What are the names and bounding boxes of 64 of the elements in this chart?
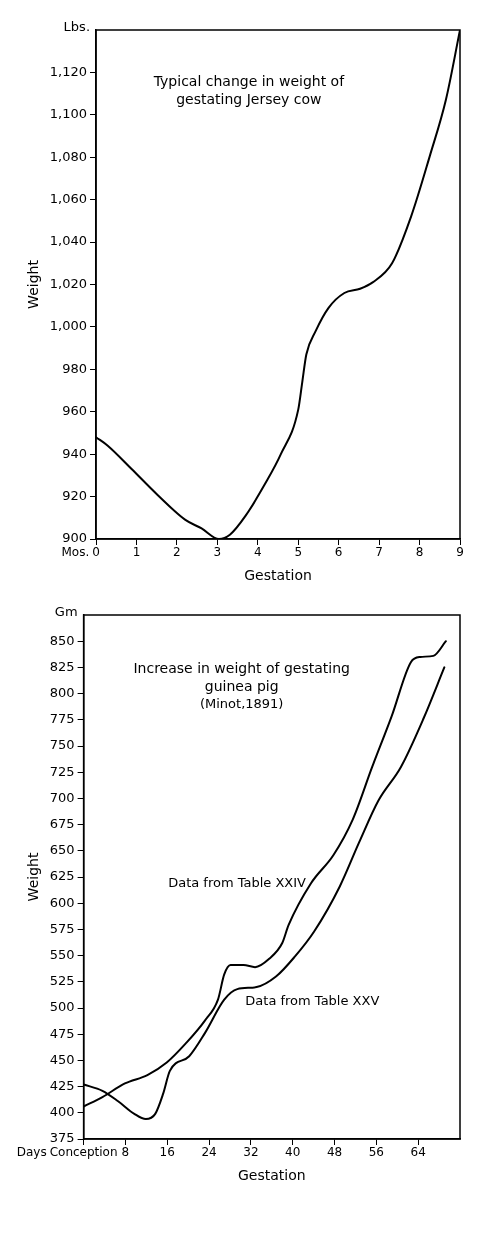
x-tick-label: 9 [456,545,464,560]
y-tick-label: 775 [49,711,75,727]
x-tick-label: 56 [368,1145,384,1160]
y-tick-label: 700 [49,789,75,805]
y-tick-label: 800 [49,684,75,700]
x-tick-label: 3 [213,545,222,560]
x-axis-title: Gestation [244,566,312,583]
x-tick-label: 32 [243,1145,259,1160]
y-tick-label: 425 [49,1077,75,1093]
y-tick-label: 1,040 [49,233,88,249]
x-tick-label: 8 [121,1145,130,1160]
y-tick-label: 1,120 [49,63,88,79]
y-tick-label: 400 [49,1104,75,1120]
y-tick-label: 980 [62,360,88,376]
y-tick-label: 1,100 [49,106,88,122]
x-axis-title: Gestation [237,1166,306,1183]
y-tick-label: 1,080 [49,148,88,164]
y-axis-title: Weight [25,852,42,902]
x-tick-label: 16 [159,1145,175,1160]
x-tick-label: 8 [415,545,424,560]
y-tick-label: 1,060 [49,191,88,207]
y-tick-label: 525 [49,973,75,989]
y-tick-label: 600 [49,894,75,910]
y-tick-label: 475 [49,1025,75,1041]
x-tick-label: 0 [92,545,100,560]
y-tick-label: 450 [49,1051,75,1067]
text: Days [16,1145,47,1160]
y-tick-label: 675 [49,815,75,831]
x-tick-label: 48 [326,1145,343,1160]
series-label: Data from Table XXV [245,993,380,1009]
y-tick-label: 900 [62,530,88,546]
y-tick-label: 750 [49,737,75,753]
x-tick-label: 1 [132,545,141,560]
y-tick-label: 920 [62,487,88,503]
series-label: Data from Table XXIV [168,874,307,890]
y-tick-label: 650 [49,842,75,858]
x-tick-label: 4 [253,545,262,560]
text: Mos. [61,545,90,560]
x-tick-label: 2 [173,545,181,560]
y-tick-label: 725 [49,763,75,779]
text: Increase in weight of gestating guinea pig [133,659,350,694]
y-tick-label: 575 [49,920,75,936]
x-tick-label: 5 [294,545,303,560]
x-tick-label: 64 [410,1145,426,1160]
text: Gm [54,603,78,619]
y-tick-label: 850 [49,632,75,648]
text: (Minot,1891) [199,696,284,712]
y-tick-label: 625 [49,868,75,884]
text: Typical change in weight of gestating Jersey cow [152,73,346,108]
y-tick-label: 550 [49,946,75,962]
x-tick-label: 24 [201,1145,217,1160]
y-tick-label: 375 [49,1130,75,1146]
y-tick-label: 1,000 [49,318,88,334]
y-tick-label: 825 [49,658,75,674]
y-tick-label: 940 [62,445,88,461]
y-tick-label: 960 [62,403,88,419]
x-tick-label: 6 [334,545,343,560]
text: Lbs. [63,18,91,34]
y-axis-title: Weight [25,259,42,309]
x-tick-label: 40 [285,1145,301,1160]
x-tick-label: 7 [375,545,383,560]
y-tick-label: 1,020 [49,275,88,291]
x-tick-label: Conception [49,1145,118,1160]
y-tick-label: 500 [49,999,75,1015]
